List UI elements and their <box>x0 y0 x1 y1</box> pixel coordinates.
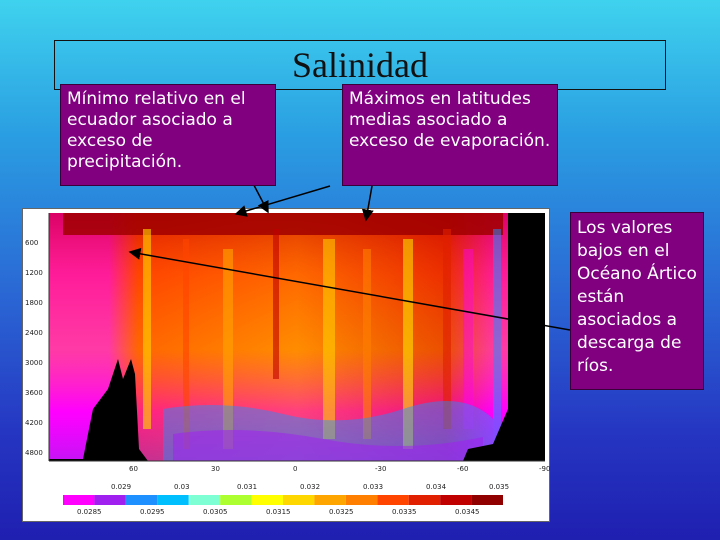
x-tick-label: -60 <box>457 465 469 473</box>
colorbar-swatch <box>125 495 158 505</box>
colorbar-bottom-label: 0.0305 <box>203 508 228 516</box>
x-tick-label: 30 <box>211 465 220 473</box>
callout-equator: Mínimo relativo en el ecuador asociado a… <box>60 84 276 186</box>
y-tick-label: 3600 <box>25 389 43 397</box>
colorbar-bottom-label: 0.0295 <box>140 508 165 516</box>
slide-title: Salinidad <box>292 45 428 85</box>
salinity-section-plot: 600 1200 1800 2400 3000 3600 4200 4800 60 30 0 -30… <box>22 208 550 522</box>
y-tick-label: 1800 <box>25 299 43 307</box>
colorbar-top-label: 0.032 <box>300 483 321 491</box>
y-tick-label: 3000 <box>25 359 43 367</box>
colorbar-bottom-label: 0.0335 <box>392 508 417 516</box>
colorbar-swatch <box>377 495 409 505</box>
arrow-equator-a <box>234 185 331 217</box>
colorbar-bottom-label: 0.0315 <box>266 508 291 516</box>
callout-arctic: Los valores bajos en el Océano Ártico es… <box>570 212 704 390</box>
y-tick-label: 4200 <box>25 419 43 427</box>
x-tick-label: -30 <box>375 465 387 473</box>
salinity-plot-svg <box>48 213 545 505</box>
colorbar-swatch <box>314 495 346 505</box>
y-tick-label: 1200 <box>25 269 43 277</box>
y-tick-label: 600 <box>25 239 39 247</box>
surface-max-band <box>63 213 503 235</box>
colorbar-swatch <box>471 495 503 505</box>
colorbar-swatch <box>94 495 126 505</box>
x-tick-label: 60 <box>129 465 138 473</box>
colorbar-top-label: 0.035 <box>489 483 510 491</box>
colorbar-top-label: 0.033 <box>363 483 384 491</box>
colorbar-swatch <box>188 495 221 505</box>
colorbar-top-label: 0.031 <box>237 483 258 491</box>
colorbar-bottom-label: 0.0345 <box>455 508 480 516</box>
colorbar-top-label: 0.034 <box>426 483 447 491</box>
colorbar <box>63 495 503 505</box>
salinity-streaks <box>143 229 501 449</box>
y-tick-label: 2400 <box>25 329 43 337</box>
colorbar-swatch <box>283 495 315 505</box>
colorbar-swatch <box>63 495 95 505</box>
colorbar-top-label: 0.029 <box>111 483 132 491</box>
x-tick-label: 0 <box>293 465 298 473</box>
colorbar-top-label: 0.03 <box>174 483 190 491</box>
colorbar-bottom-label: 0.0325 <box>329 508 354 516</box>
bottom-water-band <box>173 430 483 461</box>
colorbar-bottom-label: 0.0285 <box>77 508 102 516</box>
y-tick-label: 4800 <box>25 449 43 457</box>
colorbar-swatch <box>345 495 378 505</box>
colorbar-swatch <box>408 495 441 505</box>
colorbar-swatch <box>440 495 472 505</box>
bathymetry-right <box>463 213 545 461</box>
colorbar-swatch <box>157 495 189 505</box>
bathymetry-left <box>49 359 148 461</box>
arrow-midlat <box>361 185 374 222</box>
x-tick-label: -90 <box>539 465 551 473</box>
callout-midlatitudes: Máximos en latitudes medias asociado a e… <box>342 84 558 186</box>
colorbar-swatch <box>220 495 252 505</box>
colorbar-swatch <box>251 495 283 505</box>
arrow-arctic <box>128 247 571 331</box>
